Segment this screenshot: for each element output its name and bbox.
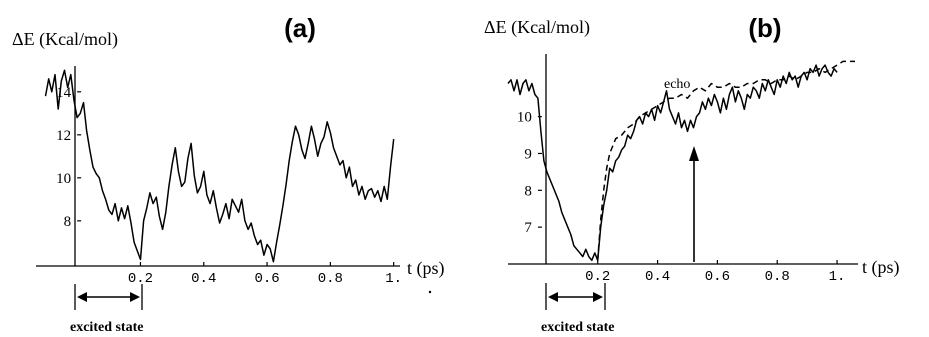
panel-a-excited-arrowhead-right [130,292,140,302]
panel-b-ytick-label: 8 [524,183,532,199]
panel-b-excited-arrowhead-left [548,292,558,302]
panel-b-title: (b) [748,13,781,43]
panel-b-ytick-label: 10 [517,110,532,126]
panel-a-series-main-line [44,69,395,263]
panel-b-series-echo-line [596,60,855,261]
panel-a-xtick-label: 0.2 [128,271,153,287]
panel-a-y-ticks: 8 10 12 14 [56,85,82,230]
panel-b-x-ticks: 0.2 0.4 0.6 0.8 1. [585,260,845,285]
panel-b-excited-label: excited state [541,320,614,335]
panel-a-x-ticks: 0.2 0.4 0.6 0.8 1. [128,262,402,287]
panel-b-series [507,60,855,262]
panel-b-xtick-label: 0.8 [765,269,790,285]
panel-b-xtick-label: 0.4 [645,269,670,285]
panel-a: (a) ΔE (Kcal/mol) t (ps) 0.2 0.4 0.6 0.8 1. … [12,13,445,335]
panel-a-excited-arrowhead-left [77,292,87,302]
panel-b-xtick-label: 1. [829,269,846,285]
panel-b-ytick-label: 9 [524,146,532,162]
panel-a-xtick-label: 0.8 [318,271,343,287]
panel-b-xtick-label: 0.2 [585,269,610,285]
panel-a-excited-label: excited state [70,320,143,335]
panel-b-series-main-line [507,64,838,262]
panel-b-echo-label: echo [664,77,690,92]
panel-b-ytick-label: 7 [524,220,532,236]
panel-a-series [44,69,395,263]
panel-b: (b) ΔE (Kcal/mol) t (ps) 0.2 0.4 0.6 0.8 1. … [484,13,900,335]
panel-b-ylabel: ΔE (Kcal/mol) [484,17,590,38]
panel-b-xtick-label: 0.6 [705,269,730,285]
panel-a-xlabel: t (ps) [407,258,445,279]
panel-a-ytick-label: 14 [56,85,72,101]
panel-a-ytick-label: 10 [56,171,71,187]
panel-b-xlabel: t (ps) [862,257,900,278]
panel-b-y-ticks: 7 8 9 10 [517,110,542,236]
panel-a-ytick-label: 8 [64,214,72,230]
panel-b-excited-arrowhead-right [593,292,603,302]
stray-dot [428,290,432,294]
panel-a-xtick-label: 1. [385,271,402,287]
panel-a-xtick-label: 0.6 [254,271,279,287]
panel-a-title: (a) [284,13,316,43]
panel-a-ytick-label: 12 [56,128,71,144]
panel-a-xtick-label: 0.4 [191,271,216,287]
panel-a-ylabel: ΔE (Kcal/mol) [12,29,118,50]
panel-b-arrowhead [689,146,699,161]
